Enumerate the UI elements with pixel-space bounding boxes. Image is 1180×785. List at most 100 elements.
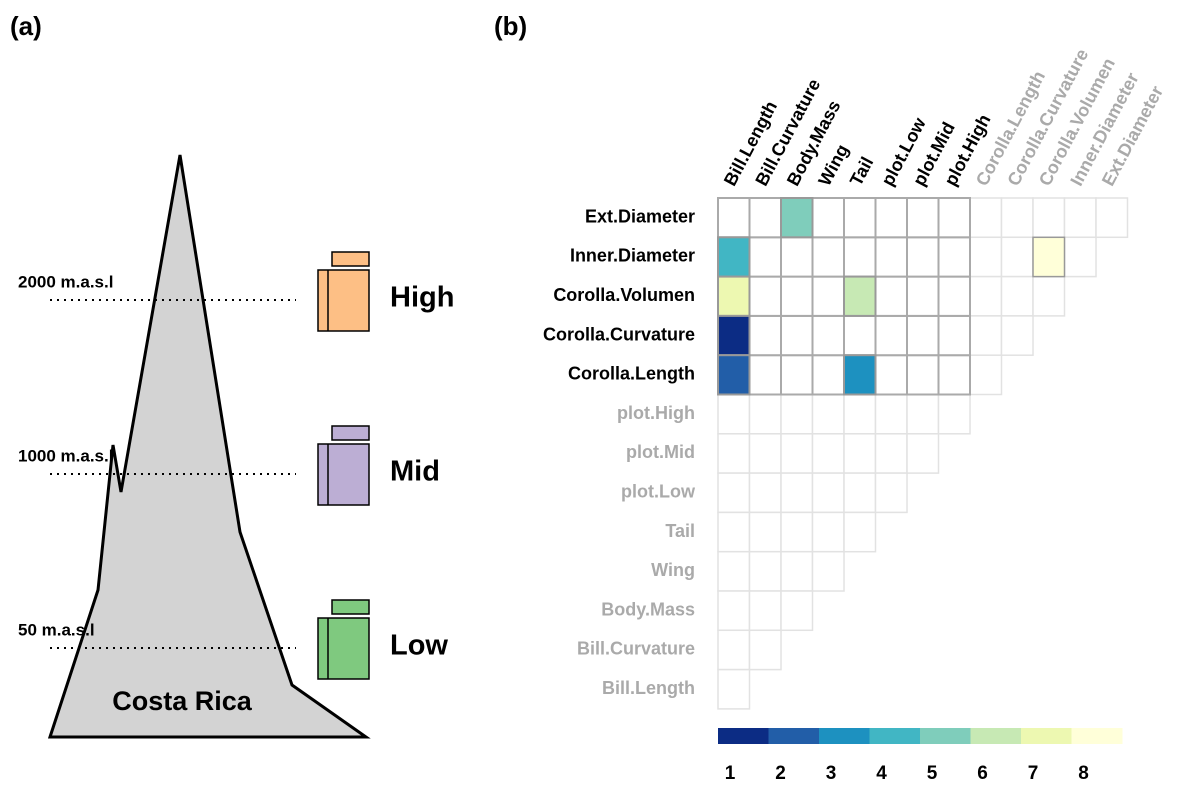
altitude-label: 1000 m.a.s.l (18, 446, 113, 465)
legend-swatch (1021, 728, 1072, 744)
cell (748, 590, 782, 632)
cell (717, 629, 751, 671)
cell (811, 314, 845, 357)
cell (780, 550, 814, 592)
cell (717, 590, 751, 632)
cell (780, 354, 814, 396)
cell (843, 472, 877, 514)
cell (780, 511, 814, 553)
legend-label: 5 (927, 763, 938, 784)
altitude-label: 50 m.a.s.l (18, 620, 95, 639)
cell (717, 668, 751, 710)
cell (780, 433, 814, 474)
cell (937, 197, 971, 239)
cell (874, 275, 908, 317)
cell (874, 472, 908, 514)
cell (843, 433, 877, 474)
cell (811, 236, 845, 278)
legend-swatch (768, 728, 820, 744)
cell (811, 433, 845, 474)
cell (969, 275, 1003, 317)
cell (937, 354, 971, 396)
zone-label: Low (390, 630, 448, 662)
cell (748, 354, 782, 396)
cell (1095, 197, 1129, 239)
legend-swatch (718, 728, 769, 744)
cell (906, 354, 940, 396)
cell (811, 511, 845, 553)
legend-label: 7 (1028, 763, 1039, 784)
cell (906, 275, 940, 317)
cell (717, 550, 751, 592)
cell (843, 236, 877, 278)
cell (1032, 275, 1066, 317)
cell (717, 354, 751, 396)
cell (811, 393, 845, 435)
cell (811, 275, 845, 317)
cell (748, 197, 782, 239)
zone-label: Mid (390, 456, 440, 488)
legend-label: 4 (876, 763, 887, 784)
cell (843, 275, 877, 317)
zone-label: High (390, 282, 454, 314)
cell (874, 314, 908, 357)
cell (906, 236, 940, 278)
cell (937, 314, 971, 357)
cell (969, 315, 1003, 356)
cell (874, 393, 908, 435)
panel-label: (b) (494, 11, 527, 41)
cell (1063, 236, 1097, 278)
mountain (47, 154, 371, 739)
cell (811, 354, 845, 396)
cell (811, 472, 845, 514)
cell (748, 550, 782, 592)
row-label: Corolla.Length (568, 364, 695, 384)
legend-swatch (1071, 728, 1123, 744)
legend-swatch (869, 728, 921, 744)
zone-icon (317, 443, 370, 506)
cell (969, 354, 1003, 396)
cell (811, 197, 845, 239)
cell (748, 433, 782, 474)
cell (780, 590, 814, 632)
cell (748, 314, 782, 357)
cell (843, 511, 877, 553)
cell (874, 354, 908, 396)
zone-icon (317, 617, 370, 680)
cell (1063, 197, 1097, 239)
cell (717, 197, 751, 239)
legend-label: 2 (775, 763, 786, 784)
zone-icon (331, 251, 370, 267)
row-label: Corolla.Volumen (553, 285, 695, 305)
cell (1000, 275, 1034, 317)
cell (906, 314, 940, 357)
zone-icon (331, 599, 370, 615)
cell (1000, 197, 1034, 239)
cell (874, 197, 908, 239)
legend-label: 6 (977, 763, 988, 784)
cell (874, 433, 908, 474)
cell (748, 511, 782, 553)
cell (1000, 315, 1034, 356)
cell (874, 236, 908, 278)
legend-label: 1 (725, 763, 736, 784)
cell (780, 393, 814, 435)
cell (780, 314, 814, 357)
row-label: Corolla.Curvature (543, 324, 695, 344)
cell (748, 275, 782, 317)
cell (717, 511, 751, 553)
cell (780, 236, 814, 278)
panel-label: (a) (10, 11, 42, 41)
zone-icon (317, 269, 370, 332)
cell (906, 393, 940, 435)
cell (717, 433, 751, 474)
cell (748, 629, 782, 671)
cell (748, 472, 782, 514)
row-label: plot.High (617, 403, 695, 423)
row-label: Inner.Diameter (570, 246, 695, 266)
cell (969, 197, 1003, 239)
row-label: Tail (665, 521, 695, 541)
cell (811, 550, 845, 592)
row-label: Wing (651, 560, 695, 580)
